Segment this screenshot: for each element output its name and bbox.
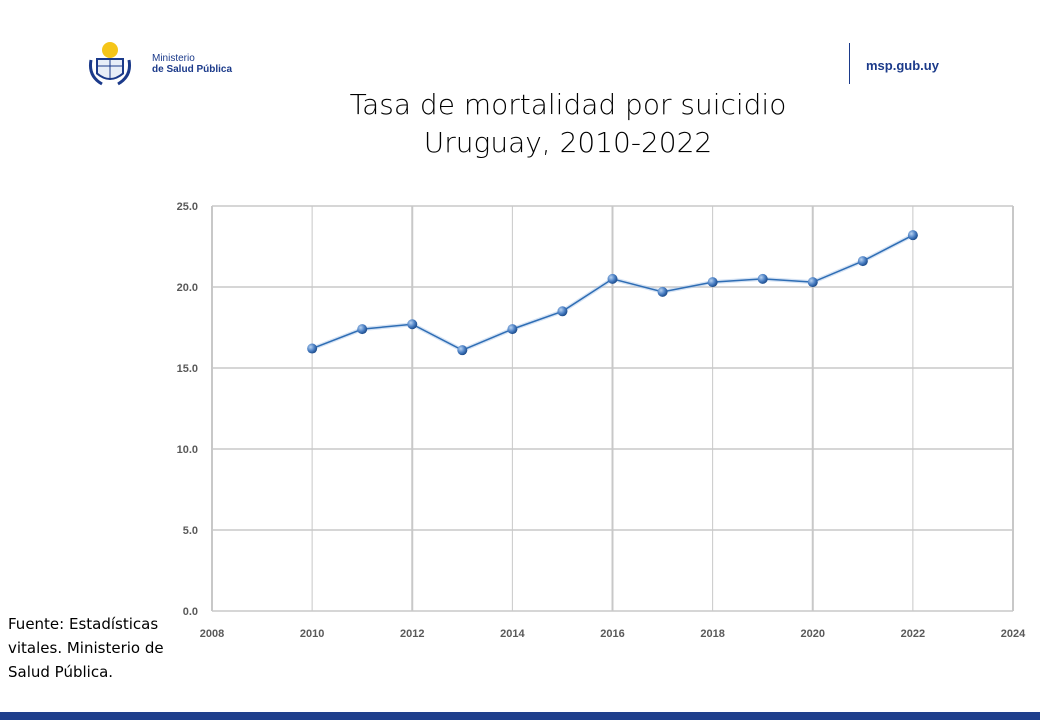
y-tick-label: 10.0 — [177, 444, 198, 456]
x-tick-label: 2010 — [300, 628, 324, 640]
y-tick-label: 0.0 — [183, 606, 198, 618]
logo-line2: de Salud Pública — [152, 64, 233, 75]
data-point — [657, 286, 668, 297]
x-tick-label: 2016 — [600, 628, 624, 640]
x-tick-label: 2012 — [400, 628, 424, 640]
header-divider — [849, 43, 850, 84]
y-tick-label: 20.0 — [177, 282, 198, 294]
x-tick-label: 2008 — [200, 628, 224, 640]
footer-bar — [0, 712, 1040, 720]
chart-subtitle: Uruguay, 2010-2022 — [423, 126, 713, 159]
data-point — [507, 324, 518, 335]
x-tick-label: 2022 — [901, 628, 925, 640]
data-point — [357, 324, 368, 335]
data-point — [407, 319, 418, 330]
chart-title: Tasa de mortalidad por suicidio — [349, 88, 787, 121]
y-tick-label: 5.0 — [183, 525, 198, 537]
y-tick-label: 25.0 — [177, 201, 198, 213]
data-point — [307, 343, 318, 354]
data-point — [757, 273, 768, 284]
x-tick-label: 2018 — [700, 628, 724, 640]
data-point — [857, 256, 868, 267]
data-point — [807, 277, 818, 288]
logo-line1: Ministerio — [152, 53, 195, 64]
data-point — [907, 230, 918, 241]
x-tick-label: 2014 — [500, 628, 525, 640]
data-point — [557, 306, 568, 317]
data-point — [707, 277, 718, 288]
data-point — [457, 345, 468, 356]
coat-of-arms-icon — [89, 42, 131, 86]
x-tick-label: 2024 — [1001, 628, 1026, 640]
source-note: Fuente: Estadísticas vitales. Ministerio… — [8, 615, 164, 681]
y-tick-label: 15.0 — [177, 363, 198, 375]
ministry-logo: Ministerio de Salud Pública — [88, 40, 232, 88]
data-point — [607, 273, 618, 284]
chart-title-block: Tasa de mortalidad por suicidio Uruguay,… — [0, 86, 1040, 162]
site-link[interactable]: msp.gub.uy — [866, 58, 939, 73]
x-tick-label: 2020 — [801, 628, 825, 640]
